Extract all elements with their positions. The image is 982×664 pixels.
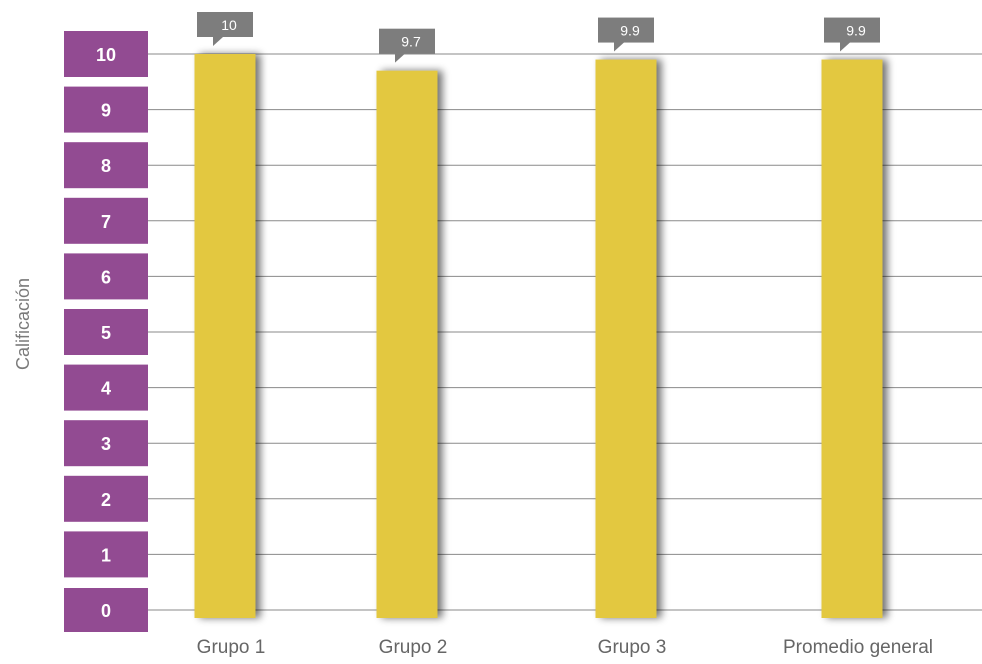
value-label: 9.7 [401,34,421,50]
y-tick-label: 4 [101,379,111,399]
value-label: 10 [221,17,237,33]
y-tick-box [64,420,148,467]
y-tick-box [64,309,148,355]
y-tick-label: 8 [101,156,111,176]
x-category-label: Grupo 3 [598,637,667,658]
value-callout [379,28,435,54]
x-axis-labels: Grupo 1 Grupo 2 Grupo 3 Promedio general [197,637,933,658]
value-callout-pointer [840,42,850,52]
y-tick-label: 2 [101,490,111,510]
value-callout-pointer [395,53,405,63]
value-callout-pointer [213,37,223,46]
value-callout [824,17,880,43]
value-label: 9.9 [620,23,640,39]
y-tick-label: 10 [96,45,116,65]
y-tick-box [64,364,148,411]
y-tick-box [64,86,148,133]
y-tick-label: 5 [101,323,111,343]
y-tick-label: 6 [101,267,111,287]
y-tick-label: 3 [101,434,111,454]
bars [194,54,883,619]
y-tick-label: 9 [101,101,111,121]
y-tick-label: 0 [101,601,111,621]
bar [194,54,256,618]
y-tick-box [64,31,148,77]
y-tick-label: 1 [101,545,111,565]
y-tick-box [64,142,148,189]
value-labels: 10 9.7 9.9 9.9 [197,12,880,63]
value-callout [197,12,253,37]
value-label: 9.9 [846,23,866,39]
y-tick-box [64,253,148,300]
value-callout [598,17,654,43]
y-axis-title: Calificación [13,278,33,370]
x-category-label: Promedio general [783,637,933,658]
bar [595,59,657,619]
bar [376,70,438,619]
y-tick-label: 7 [101,212,111,232]
y-axis-ticks: 0 1 2 3 4 5 6 7 8 9 10 [64,31,148,632]
x-category-label: Grupo 1 [197,637,266,658]
x-category-label: Grupo 2 [379,637,448,658]
y-tick-box [64,531,148,578]
value-callout-pointer [614,42,624,52]
y-tick-box [64,588,148,632]
y-tick-box [64,197,148,244]
y-tick-box [64,475,148,522]
bar [821,59,883,619]
